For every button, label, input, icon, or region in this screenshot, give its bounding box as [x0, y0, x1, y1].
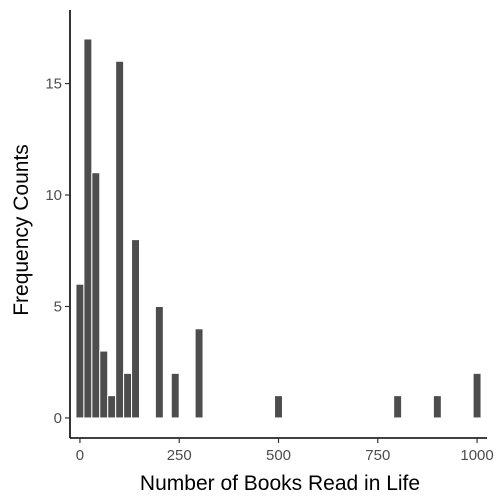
x-axis-ticks: 0 250 500 750 1000	[76, 438, 494, 464]
histogram-bar	[99, 350, 109, 419]
x-tick-label: 1000	[460, 447, 493, 464]
histogram-bar	[115, 60, 125, 419]
y-axis-ticks: 0 5 10 15	[45, 76, 70, 427]
histogram-bar	[91, 172, 101, 419]
y-tick-label: 0	[54, 410, 62, 427]
x-tick-label: 0	[76, 447, 84, 464]
x-axis-title: Number of Books Read in Life	[140, 472, 420, 495]
histogram-bar	[472, 372, 482, 419]
bars-layer	[75, 38, 482, 419]
histogram-bar	[107, 395, 117, 419]
histogram-bar	[194, 328, 204, 419]
histogram-bar	[393, 395, 403, 419]
histogram-bar	[432, 395, 442, 419]
y-tick-label: 15	[45, 76, 62, 93]
histogram-bar	[274, 395, 283, 419]
histogram-bar	[83, 38, 93, 419]
histogram-bar	[75, 283, 85, 419]
histogram-bar	[123, 372, 133, 419]
x-tick-label: 750	[365, 447, 390, 464]
x-tick-label: 500	[266, 447, 291, 464]
y-tick-label: 5	[54, 298, 62, 315]
y-axis-title: Frequency Counts	[10, 144, 33, 316]
histogram-bar	[170, 372, 180, 419]
histogram-bar	[154, 305, 164, 419]
y-tick-label: 10	[45, 187, 62, 204]
x-tick-label: 250	[167, 447, 192, 464]
histogram-bar	[131, 239, 141, 419]
